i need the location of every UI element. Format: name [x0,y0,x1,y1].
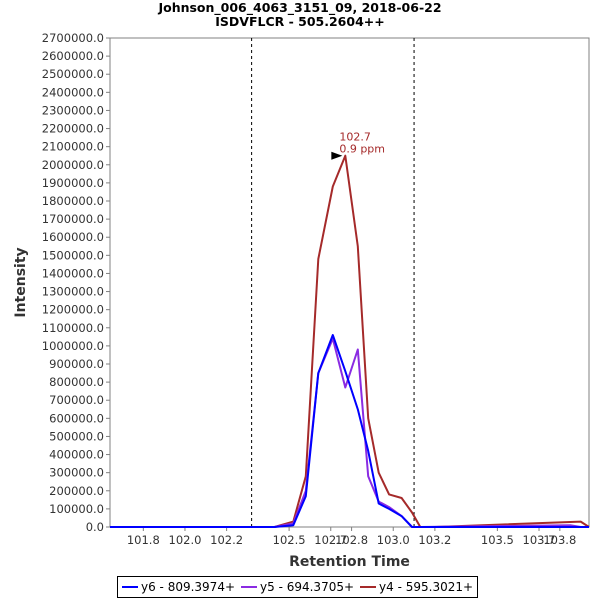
x-tick-label: 103.2 [418,533,451,547]
y-tick-label: 300000.0 [49,466,104,480]
y-tick-label: 900000.0 [49,357,104,371]
y-tick-label: 1300000.0 [42,285,104,299]
chart-title-line1: Johnson_006_4063_3151_09, 2018-06-22 [158,0,442,15]
legend-label-y4: y4 - 595.3021+ [379,580,474,594]
chart-legend: y6 - 809.3974+ y5 - 694.3705+ y4 - 595.3… [117,576,479,598]
legend-swatch-y6 [122,586,138,588]
y-tick-label: 600000.0 [49,411,104,425]
x-tick-label: 103.0 [377,533,410,547]
y-tick-label: 2700000.0 [42,31,104,45]
plot-area [109,37,590,528]
legend-swatch-y5 [241,586,258,588]
x-tick-label: 102.0 [169,533,202,547]
y-tick-label: 100000.0 [49,502,104,516]
x-tick-label: 103.7 [523,533,556,547]
peak-marker [331,151,343,160]
y-tick-label: 1400000.0 [42,266,104,280]
series-line-y6 [110,334,589,528]
y-tick-label: 2000000.0 [42,158,104,172]
chart-title-line2: ISDVFLCR - 505.2604++ [215,14,385,29]
legend-label-y6: y6 - 809.3974+ [141,580,236,594]
y-tick-label: 2300000.0 [42,103,104,117]
y-tick-label: 400000.0 [49,448,104,462]
legend-item-y6[interactable]: y6 - 809.3974+ [122,580,235,594]
y-tick-label: 1700000.0 [42,212,104,226]
y-tick-label: 0.0 [86,520,104,534]
legend-swatch-y4 [360,586,377,588]
y-tick-label: 2600000.0 [42,49,104,63]
legend-item-y5[interactable]: y5 - 694.3705+ [241,580,354,594]
y-tick-label: 1600000.0 [42,230,104,244]
y-tick-label: 800000.0 [49,375,104,389]
y-tick-label: 1800000.0 [42,194,104,208]
legend-label-y5: y5 - 694.3705+ [260,580,355,594]
y-tick-label: 2100000.0 [42,140,104,154]
legend-item-y4[interactable]: y4 - 595.3021+ [360,580,473,594]
y-tick-label: 1900000.0 [42,176,104,190]
y-tick-label: 2200000.0 [42,122,104,136]
y-tick-label: 700000.0 [49,393,104,407]
x-tick-label: 102.5 [273,533,306,547]
y-axis-label: Intensity [13,247,29,317]
y-tick-label: 2500000.0 [42,67,104,81]
annotation-rt: 102.7 [339,131,371,144]
y-tick-label: 2400000.0 [42,85,104,99]
y-tick-label: 500000.0 [49,429,104,443]
y-tick-label: 1100000.0 [42,321,104,335]
x-tick-label: 102.2 [210,533,243,547]
x-tick-label: 103.5 [481,533,514,547]
x-tick-label: 102.7 [314,533,347,547]
x-tick-label: 102.8 [335,533,368,547]
x-tick-label: 103.8 [543,533,576,547]
annotation-ppm: 0.9 ppm [339,143,385,156]
y-tick-label: 1200000.0 [42,303,104,317]
y-tick-label: 1500000.0 [42,248,104,262]
x-axis-label: Retention Time [289,554,410,570]
y-tick-label: 1000000.0 [42,339,104,353]
y-tick-label: 200000.0 [49,484,104,498]
x-tick-label: 101.8 [127,533,160,547]
